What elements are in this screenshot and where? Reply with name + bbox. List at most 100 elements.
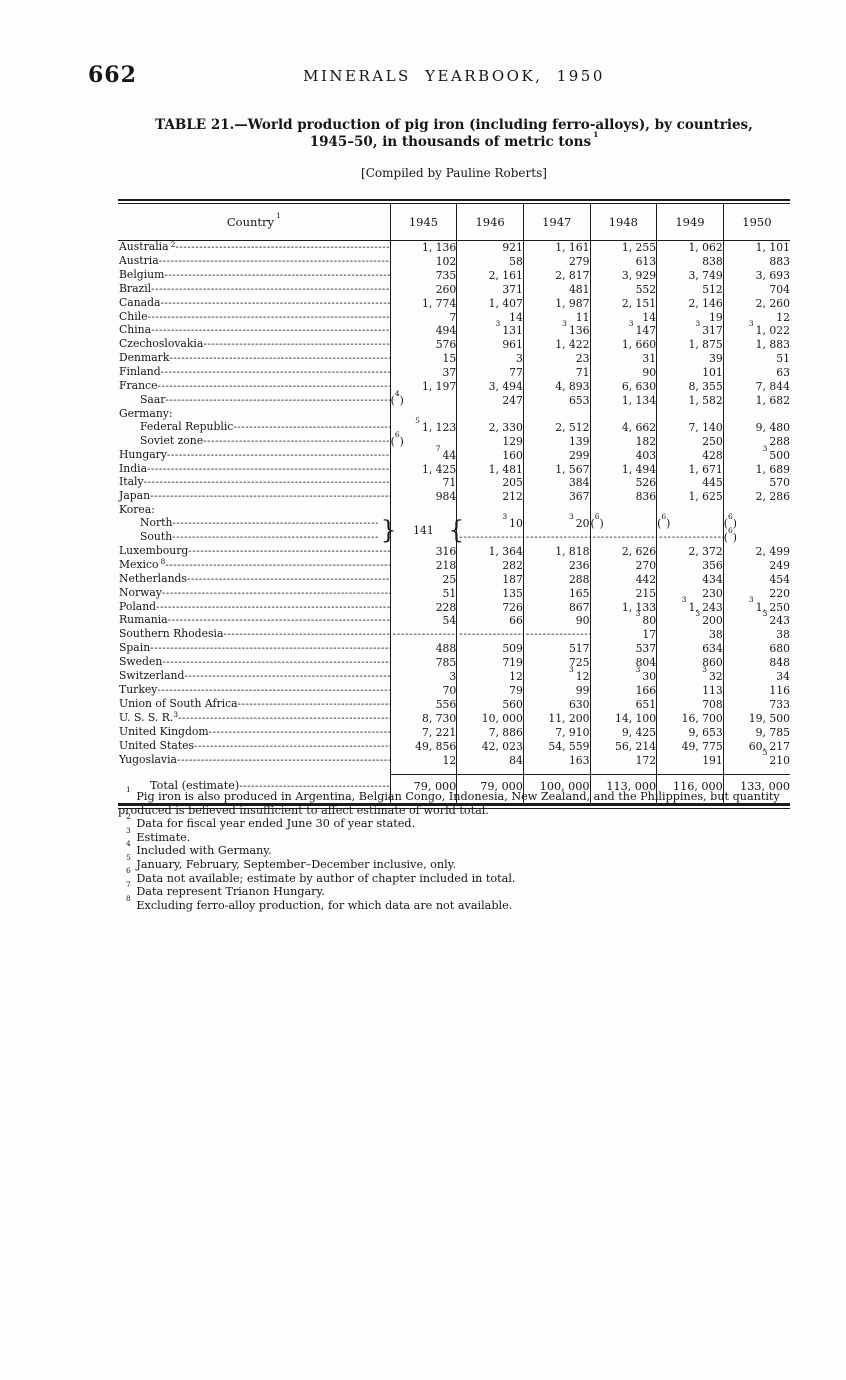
value-cell: 90 (522, 614, 591, 629)
table-title-line2-text: 1945–50, in thousands of metric tons (309, 134, 592, 150)
value-cell: 7, 221 (389, 725, 457, 740)
dot-leader: ----------------------------------------… (150, 643, 390, 655)
dash-fill: ---------------------------------------- (525, 532, 590, 544)
dot-leader: ----------------------------------------… (147, 311, 390, 323)
country-cell: Rumania ---------------------------------… (118, 614, 390, 628)
footnote-marker: 8 (126, 893, 131, 903)
table-row: United States ---------------------------… (118, 738, 790, 754)
value-cell: 733 (722, 697, 790, 712)
value-cell: 481 (522, 282, 591, 297)
value-cell: 848 (722, 656, 790, 671)
country-label: United Kingdom (119, 724, 209, 738)
table-top-rule (118, 199, 790, 204)
value-cell: 725 (522, 656, 591, 671)
country-label: Soviet zone (140, 433, 204, 447)
table-row: Finland ---------------------------------… (118, 365, 790, 381)
spacer-row (118, 767, 790, 775)
value-cell: 12 (456, 670, 524, 684)
value-cell: 371 (456, 282, 524, 297)
value-cell: 4, 893 (522, 380, 591, 394)
table-row: Union of South Africa -------------------… (118, 697, 790, 712)
value-cell: 19 (656, 310, 724, 325)
value-cell: 60, 217 (722, 739, 790, 754)
value-cell: 2, 151 (589, 296, 657, 311)
value-cell: 79 (456, 684, 524, 698)
dot-leader: ----------------------------------------… (233, 421, 390, 433)
value-cell: 3 (456, 352, 524, 367)
spacer-cell (589, 767, 657, 775)
country-label: Norway (119, 585, 162, 599)
value-cell: 16, 700 (656, 711, 724, 726)
footnote-marker: 2 (126, 811, 131, 821)
country-cell-inner: United Kingdom --------------------------… (118, 724, 390, 740)
value-cell: 867 (522, 600, 591, 615)
country-cell: Netherlands -----------------------------… (118, 572, 390, 587)
value-cell: 921 (456, 240, 524, 255)
value-cell: 79, 000 (456, 774, 524, 803)
dot-leader: ----------------------------------------… (203, 339, 390, 351)
value-cell: 613 (589, 254, 657, 269)
value-cell: 215 (589, 586, 657, 601)
value-cell: 288 (722, 434, 790, 449)
table-row: Turkey ----------------------------------… (118, 683, 790, 698)
country-label: United States (119, 738, 195, 752)
value-cell: 236 (522, 558, 591, 573)
value-cell: 7, 844 (722, 380, 790, 394)
value-cell: 84 (456, 753, 524, 768)
value-cell: (6) (389, 430, 457, 449)
country-cell: Norway ----------------------------------… (118, 585, 390, 601)
table-row: Federal Republic ------------------------… (118, 416, 790, 435)
country-cell: Poland ----------------------------------… (118, 600, 390, 615)
value-cell: 330 (589, 666, 657, 684)
value-cell: ---------------------------------------- (522, 531, 591, 545)
cell-footnote-marker: 3 (562, 319, 567, 329)
country-label: Yugoslavia (119, 752, 177, 766)
value-cell: 191 (656, 753, 724, 768)
value-cell: 454 (722, 572, 790, 587)
country-header-label: Country (226, 215, 275, 229)
value-cell: 23 (522, 352, 591, 367)
value-cell: 442 (589, 572, 657, 587)
value-cell: 1, 883 (722, 338, 790, 353)
dot-leader: ----------------------------------------… (162, 657, 390, 669)
country-label: Mexico (119, 557, 159, 571)
value-cell: 38 (656, 628, 724, 643)
country-cell-inner: Sweden ----------------------------------… (118, 655, 390, 670)
cell-footnote-marker: 3 (635, 665, 641, 674)
country-cell: Italy -----------------------------------… (118, 476, 390, 490)
dot-leader: ----------------------------------------… (158, 255, 390, 267)
table-row: Mexico 8 ---------------------------------… (118, 557, 790, 573)
value-cell: (6) (722, 527, 790, 545)
value-cell: 634 (656, 642, 724, 657)
table-row: Austria ---------------------------------… (118, 254, 790, 269)
country-cell-inner: Czechoslovakia --------------------------… (118, 337, 390, 352)
table-row: North -----------------------------------… (118, 513, 790, 545)
country-cell-inner: North -----------------------------------… (118, 516, 390, 531)
table-bottom-rule (118, 802, 790, 809)
value-cell: 70 (389, 684, 457, 698)
value-cell: 883 (722, 254, 790, 269)
table-row: Norway ----------------------------------… (118, 585, 790, 601)
value-cell: 25 (389, 572, 457, 587)
dot-leader: ----------------------------------------… (156, 601, 390, 613)
footnote: 4 Included with Germany. (126, 839, 272, 858)
value-cell: ---------------------------------------- (589, 531, 657, 545)
value-cell: (4) (389, 390, 457, 408)
value-cell: 1, 136 (389, 240, 457, 255)
footnote-marker: 6 (126, 866, 131, 876)
dot-leader: ----------------------------------------… (172, 532, 378, 544)
year-header-1945: 1945 (389, 204, 457, 241)
value-cell: 2, 372 (656, 544, 724, 559)
value-cell: 836 (589, 490, 657, 505)
value-cell: 984 (389, 490, 457, 505)
country-cell: Southern Rhodesia -----------------------… (118, 627, 390, 642)
value-cell: 312 (522, 666, 591, 684)
country-label: Japan (119, 489, 151, 503)
dot-leader: ----------------------------------------… (160, 297, 389, 309)
value-cell: 1, 671 (656, 462, 724, 477)
value-cell: 1, 625 (656, 490, 724, 505)
value-cell: 31, 250 (722, 596, 790, 615)
value-cell: 187 (456, 572, 524, 587)
cell-footnote-marker: 3 (702, 665, 708, 674)
value-cell: 1, 481 (456, 462, 524, 477)
